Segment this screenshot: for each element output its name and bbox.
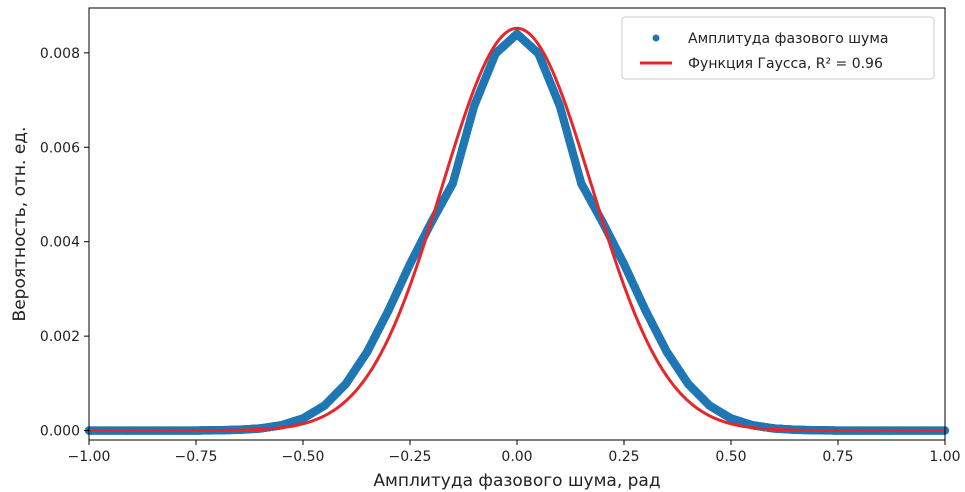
y-tick-label: 0.004 <box>40 235 80 251</box>
scatter-point <box>491 49 500 58</box>
scatter-point <box>577 179 586 188</box>
y-axis: 0.000 0.002 0.004 0.006 0.008 <box>40 46 89 440</box>
legend: Амплитуда фазового шума Функция Гаусса, … <box>621 16 935 80</box>
scatter-point <box>298 414 308 423</box>
plot-area <box>84 26 950 435</box>
scatter-point <box>619 259 629 269</box>
x-tick-label: −0.75 <box>175 449 218 465</box>
y-tick-label: 0.008 <box>40 46 80 62</box>
x-tick-label: −1.00 <box>68 449 111 465</box>
x-tick-label: 0.75 <box>822 449 853 465</box>
scatter-point <box>470 101 479 111</box>
legend-marker-scatter <box>652 34 660 42</box>
scatter-point <box>384 306 393 315</box>
scatter-point <box>363 347 372 357</box>
scatter-point <box>726 414 736 423</box>
scatter-point <box>405 259 415 269</box>
legend-label-scatter: Амплитуда фазового шума <box>688 31 888 47</box>
scatter-point <box>512 29 522 39</box>
x-tick-label: −0.50 <box>282 449 325 465</box>
x-tick-label: 0.25 <box>608 449 639 465</box>
legend-label-line: Функция Гаусса, R² = 0.96 <box>688 56 883 72</box>
y-tick-label: 0.000 <box>40 424 80 440</box>
scatter-point <box>684 379 693 389</box>
x-tick-label: −0.25 <box>389 449 432 465</box>
scatter-point <box>448 179 457 188</box>
scatter-point <box>341 379 350 389</box>
x-tick-label: 1.00 <box>929 449 960 465</box>
legend-box <box>621 16 935 80</box>
scatter-point <box>641 306 650 315</box>
series-gauss-line <box>89 26 945 433</box>
scatter-point <box>705 401 714 410</box>
scatter-point <box>320 401 329 410</box>
x-tick-label: 0.00 <box>501 449 532 465</box>
y-tick-label: 0.006 <box>40 140 80 156</box>
x-axis: −1.00 −0.75 −0.50 −0.25 0.00 0.25 0.50 0.75 1.00 <box>68 440 961 465</box>
x-tick-label: 0.50 <box>715 449 746 465</box>
x-axis-label: Амплитуда фазового шума, рад <box>373 471 660 491</box>
y-axis-label: Вероятность, отн. ед. <box>10 127 30 322</box>
scatter-point <box>662 347 671 357</box>
y-tick-label: 0.002 <box>40 329 80 345</box>
scatter-point <box>534 49 543 58</box>
scatter-point <box>555 101 564 111</box>
series-scatter <box>84 29 950 435</box>
